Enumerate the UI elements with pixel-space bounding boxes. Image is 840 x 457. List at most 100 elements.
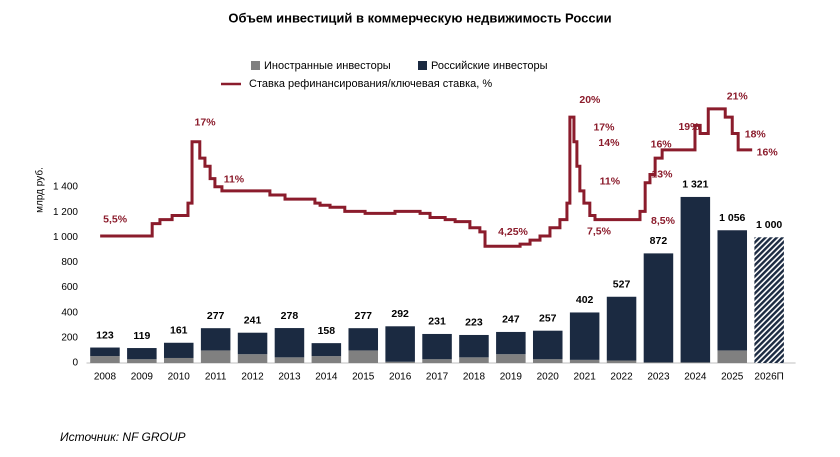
x-tick-label: 2017 xyxy=(426,372,449,383)
bar-segment xyxy=(348,350,379,363)
rate-label: 11% xyxy=(224,174,245,186)
y-axis-label: млрд руб. xyxy=(34,167,46,213)
bar-segment xyxy=(422,333,452,360)
x-tick-label: 2010 xyxy=(168,372,191,383)
bar-segment xyxy=(311,343,342,357)
x-tick-label: 2012 xyxy=(241,372,264,383)
rate-label: 8,5% xyxy=(651,215,676,227)
bar-segment xyxy=(532,330,563,360)
bar-segment xyxy=(496,331,526,355)
total-label: 1 321 xyxy=(682,179,708,191)
forecast-bar xyxy=(754,237,784,363)
total-label: 1 056 xyxy=(719,212,745,224)
total-label: 402 xyxy=(576,294,594,306)
bar-segment xyxy=(569,359,600,363)
legend-label: Ставка рефинансирования/ключевая ставка,… xyxy=(249,78,492,90)
x-tick-label: 2013 xyxy=(278,372,301,383)
bar-segment xyxy=(237,354,268,363)
bar-segment xyxy=(163,342,194,358)
rate-line xyxy=(100,107,753,248)
bar-segment xyxy=(90,347,120,357)
rate-label: 19% xyxy=(678,121,700,133)
y-tick-label: 400 xyxy=(61,307,78,318)
y-tick-label: 0 xyxy=(72,358,78,369)
bar-segment xyxy=(459,357,489,363)
total-label: 231 xyxy=(428,316,446,328)
rate-label: 7,5% xyxy=(587,225,612,237)
x-tick-label: 2018 xyxy=(463,372,486,383)
total-label: 277 xyxy=(207,310,225,322)
bar-segment xyxy=(643,253,674,363)
legend-label: Российские инвесторы xyxy=(431,60,548,72)
bar-segment xyxy=(606,360,637,363)
rate-label: 21% xyxy=(727,91,749,103)
y-tick-label: 1 200 xyxy=(53,207,78,218)
legend-swatch xyxy=(251,61,260,70)
total-label: 278 xyxy=(281,310,299,322)
total-label: 161 xyxy=(170,325,188,337)
total-label: 1 000 xyxy=(756,219,782,231)
x-tick-label: 2014 xyxy=(315,372,338,383)
bar-segment xyxy=(237,332,268,355)
total-label: 872 xyxy=(650,235,668,247)
rate-label: 20% xyxy=(579,94,601,106)
x-tick-label: 2024 xyxy=(684,372,707,383)
bar-segment xyxy=(717,230,748,351)
rate-label: 17% xyxy=(195,116,217,128)
x-tick-label: 2026П xyxy=(754,372,783,383)
source: Источник: NF GROUP xyxy=(60,430,186,444)
bar-segment xyxy=(496,354,526,363)
legend-label: Иностранные инвесторы xyxy=(264,60,391,72)
bar-segment xyxy=(459,334,489,358)
total-label: 527 xyxy=(613,279,631,291)
legend-swatch xyxy=(418,61,427,70)
x-tick-label: 2015 xyxy=(352,372,375,383)
total-label: 277 xyxy=(354,310,372,322)
total-label: 223 xyxy=(465,317,483,329)
bar-segment xyxy=(606,296,637,361)
rate-label: 4,25% xyxy=(498,226,528,238)
rate-label: 17% xyxy=(593,121,615,133)
x-tick-label: 2016 xyxy=(389,372,412,383)
total-label: 123 xyxy=(96,329,114,341)
total-label: 292 xyxy=(391,308,409,320)
bar-segment xyxy=(90,356,120,363)
bar-segment xyxy=(274,357,305,363)
y-tick-label: 1 000 xyxy=(53,232,78,243)
x-tick-label: 2008 xyxy=(94,372,117,383)
bar-segment xyxy=(385,361,415,363)
x-tick-label: 2025 xyxy=(721,372,744,383)
rate-label: 18% xyxy=(745,128,767,140)
bar-segment xyxy=(717,350,748,363)
y-tick-label: 800 xyxy=(61,257,78,268)
bar-segment xyxy=(385,326,415,362)
x-tick-label: 2021 xyxy=(574,372,597,383)
bar-segment xyxy=(200,328,231,351)
bar-segment xyxy=(127,348,157,360)
total-label: 241 xyxy=(244,314,262,326)
chart-title: Объем инвестиций в коммерческую недвижим… xyxy=(228,10,611,25)
total-label: 119 xyxy=(133,330,150,342)
y-tick-label: 200 xyxy=(61,332,78,343)
rate-label: 16% xyxy=(757,147,779,159)
bar-segment xyxy=(274,328,305,358)
x-tick-label: 2011 xyxy=(205,372,227,383)
rate-label: 16% xyxy=(651,139,673,151)
x-tick-label: 2009 xyxy=(131,372,154,383)
rate-label: 11% xyxy=(600,176,621,188)
bar-segment xyxy=(680,362,711,363)
bar-segment xyxy=(532,359,563,363)
y-tick-label: 1 400 xyxy=(53,182,78,193)
x-tick-label: 2020 xyxy=(537,372,560,383)
total-label: 257 xyxy=(539,312,557,324)
rate-label: 14% xyxy=(598,137,620,149)
x-tick-label: 2023 xyxy=(647,372,670,383)
bar-segment xyxy=(348,328,379,351)
y-tick-label: 600 xyxy=(61,282,78,293)
total-label: 158 xyxy=(318,325,336,337)
bar-segment xyxy=(422,359,452,363)
bar-segment xyxy=(163,357,194,363)
x-tick-label: 2019 xyxy=(500,372,523,383)
total-label: 247 xyxy=(502,314,520,326)
